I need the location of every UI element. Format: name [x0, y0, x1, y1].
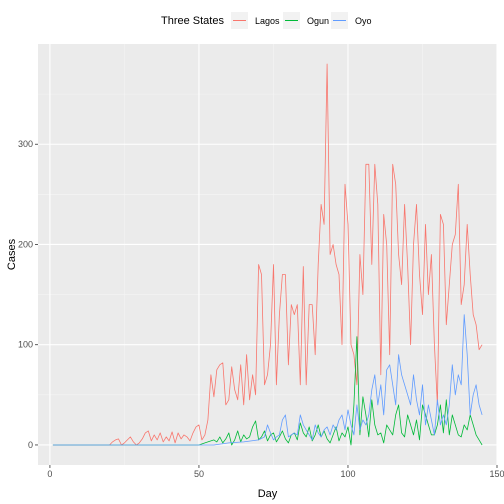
- x-tick-label: 150: [489, 469, 504, 479]
- y-tick-label: 0: [28, 440, 33, 450]
- legend-title: Three States: [161, 15, 224, 27]
- series-line-lagos: [52, 63, 483, 446]
- y-axis-title: Cases: [6, 238, 18, 270]
- x-tick-label: 0: [47, 469, 52, 479]
- series-line-oyo: [52, 314, 483, 446]
- x-axis-title: Day: [258, 488, 278, 500]
- legend-label-oyo: Oyo: [355, 16, 372, 26]
- plot-panel: [38, 44, 497, 465]
- legend-label-ogun: Ogun: [307, 16, 329, 26]
- series-line-ogun: [52, 336, 483, 446]
- x-tick-label: 100: [340, 469, 355, 479]
- y-tick-label: 100: [18, 340, 33, 350]
- y-tick-label: 300: [18, 139, 33, 149]
- x-tick-label: 50: [194, 469, 204, 479]
- y-tick-label: 200: [18, 239, 33, 249]
- legend-label-lagos: Lagos: [255, 16, 280, 26]
